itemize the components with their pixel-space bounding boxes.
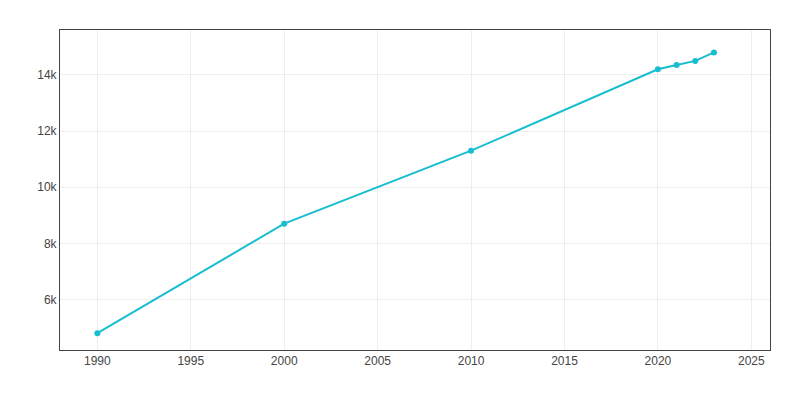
svg-text:2000: 2000 [271,354,298,368]
svg-text:1995: 1995 [177,354,204,368]
svg-text:2025: 2025 [738,354,765,368]
svg-text:1990: 1990 [84,354,111,368]
svg-text:2005: 2005 [364,354,391,368]
svg-text:14k: 14k [37,68,57,82]
svg-text:12k: 12k [37,124,57,138]
svg-text:8k: 8k [44,237,58,251]
svg-text:2010: 2010 [458,354,485,368]
svg-text:10k: 10k [37,180,57,194]
svg-text:2015: 2015 [551,354,578,368]
svg-text:6k: 6k [44,293,58,307]
svg-text:2020: 2020 [645,354,672,368]
